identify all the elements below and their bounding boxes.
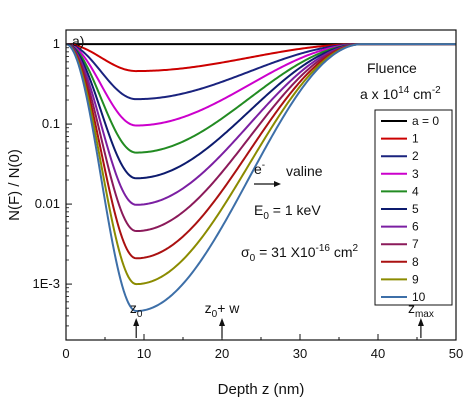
series-line-10: [65, 43, 456, 313]
marker-arrowhead-1: [219, 318, 225, 326]
x-axis-label: Depth z (nm): [218, 381, 305, 398]
legend-title-fluence: Fluence: [367, 60, 417, 76]
legend-label-0: a = 0: [412, 114, 439, 128]
y-tick-label: 1E-3: [33, 276, 60, 291]
x-tick-label: 50: [449, 346, 463, 361]
legend-label-2: 2: [412, 149, 419, 163]
x-axis: 0 10 20 30 40 50: [62, 334, 463, 361]
legend-title-units: a x 1014 cm-2: [360, 85, 441, 102]
legend-label-9: 9: [412, 272, 419, 286]
legend-label-7: 7: [412, 237, 419, 251]
marker-label-0: z0: [130, 300, 143, 320]
legend-label-10: 10: [412, 290, 426, 304]
legend-label-3: 3: [412, 167, 419, 181]
panel-label: a): [72, 33, 84, 49]
marker-label-2: zmax: [408, 300, 434, 320]
legend-label-5: 5: [412, 202, 419, 216]
x-tick-label: 0: [62, 346, 69, 361]
particle-arrow: [254, 181, 281, 187]
x-tick-label: 10: [137, 346, 151, 361]
x-tick-label: 30: [293, 346, 307, 361]
y-tick-label: 0.01: [35, 196, 60, 211]
legend-box: [374, 109, 453, 306]
x-tick-label: 40: [371, 346, 385, 361]
legend-label-6: 6: [412, 220, 419, 234]
legend: a = 0 1 2 3 4 5 6 7 8 9 10: [381, 114, 439, 304]
data-curves: [65, 43, 456, 313]
energy-label: E0 = 1 keV: [254, 202, 321, 222]
target-label: valine: [286, 163, 323, 179]
y-axis-label: N(F) / N(0): [6, 149, 23, 221]
y-tick-label: 1: [53, 36, 60, 51]
marker-label-1: z0+ w: [205, 300, 241, 320]
depth-markers: z0 z0+ w zmax: [130, 300, 434, 338]
marker-arrowhead-2: [417, 318, 424, 326]
x-tick-label: 20: [215, 346, 229, 361]
legend-label-8: 8: [412, 255, 419, 269]
marker-arrowhead-0: [133, 318, 140, 326]
legend-label-4: 4: [412, 184, 419, 198]
y-tick-label: 0.1: [42, 116, 60, 131]
legend-label-1: 1: [412, 132, 419, 146]
cross-section-label: σ0 = 31 X10-16 cm2: [241, 243, 359, 264]
y-axis: 1E-3 0.01 0.1 1: [33, 36, 72, 341]
particle-label: e-: [254, 160, 265, 177]
